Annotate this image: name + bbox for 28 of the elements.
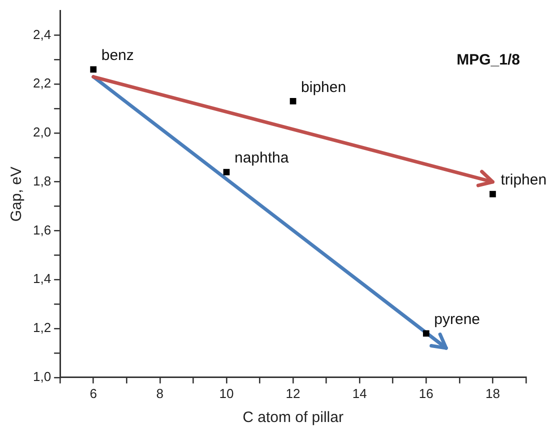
x-tick-label: 18 [485,386,500,401]
point [422,330,430,337]
y-tick-label: 1,8 [32,173,52,188]
y-tick-label: 1,0 [32,368,52,384]
x-tick-label: 14 [352,386,367,401]
annotation: MPG_1/8 [456,51,520,68]
annotation: biphen [301,78,346,96]
y-tick-label: 1,2 [32,320,52,336]
annotation: triphen [500,172,547,189]
x-tick-label: 6 [90,386,97,401]
y-tick-label: 2,2 [32,76,52,91]
y-tick-label: 2,0 [32,124,52,140]
x-axis-title: C atom of pillar [242,409,344,426]
point [223,168,230,176]
x-tick-label: 10 [219,386,234,401]
point [290,98,296,104]
x-tick-label: 16 [418,386,434,401]
y-tick-label: 1,4 [32,271,52,286]
y-axis-title: Gap, eV [8,166,26,222]
annotation: benz [101,47,134,64]
x-tick-label: 8 [156,386,164,401]
point [490,190,496,198]
x-tick-label: 12 [286,386,300,401]
annotation: pyrene [434,311,480,328]
y-tick-label: 1,6 [32,222,52,238]
annotation: naphtha [234,150,290,167]
y-tick-label: 2,4 [32,26,52,42]
point [90,66,97,73]
